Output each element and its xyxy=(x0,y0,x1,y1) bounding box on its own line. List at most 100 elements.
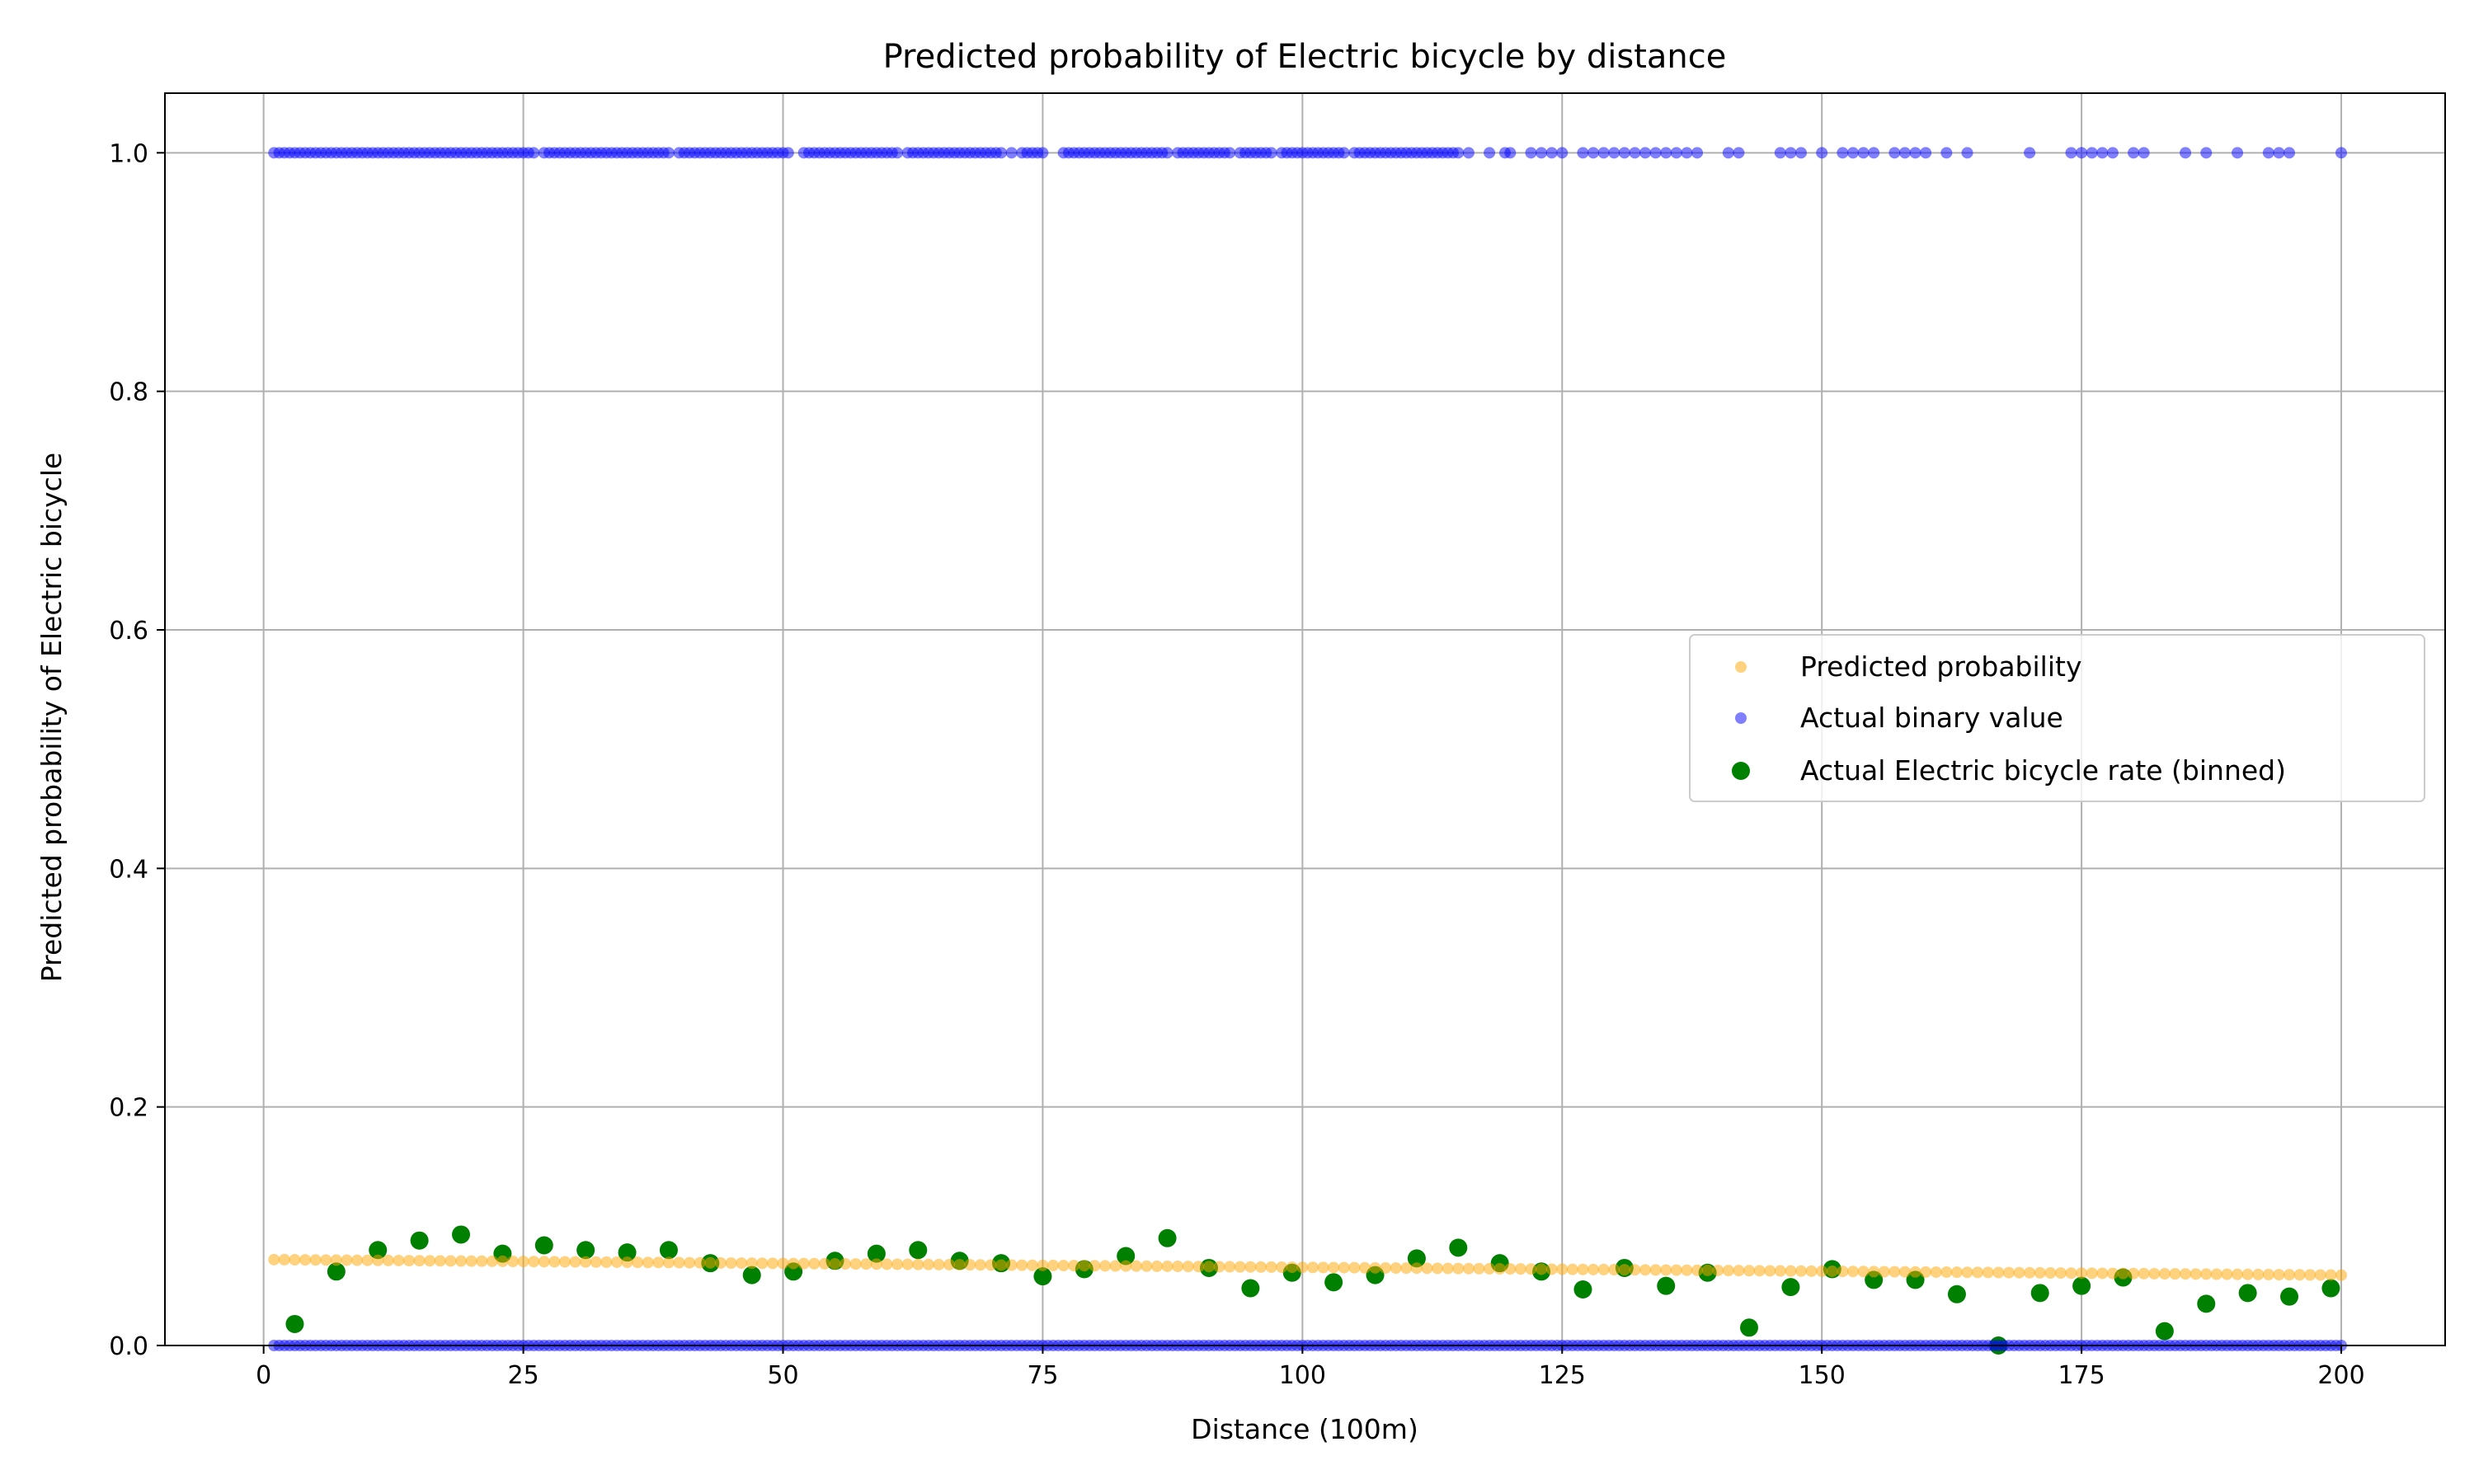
predicted-point xyxy=(1618,1264,1630,1276)
predicted-point xyxy=(1213,1261,1225,1273)
predicted-point xyxy=(1878,1266,1890,1278)
y-tick-label: 0.4 xyxy=(109,855,148,884)
y-axis-label: Predicted probability of Electric bicycl… xyxy=(35,453,68,982)
predicted-point xyxy=(2335,1269,2348,1281)
predicted-point xyxy=(1837,1266,1849,1278)
binned-rate-point xyxy=(1324,1273,1343,1292)
predicted-point xyxy=(1577,1263,1589,1275)
predicted-point xyxy=(1234,1261,1246,1273)
actual-point-one xyxy=(1504,147,1517,159)
predicted-point xyxy=(1369,1261,1381,1274)
binned-rate-point xyxy=(909,1241,928,1260)
predicted-point xyxy=(424,1255,436,1267)
predicted-point xyxy=(881,1258,893,1270)
binned-rate-point xyxy=(2155,1322,2174,1341)
predicted-point xyxy=(1909,1266,1921,1278)
binned-rate-point xyxy=(2030,1284,2049,1303)
actual-point-one xyxy=(2335,147,2348,159)
binned-rate-point xyxy=(1117,1247,1136,1266)
predicted-point xyxy=(1296,1261,1309,1274)
predicted-point xyxy=(1473,1262,1485,1275)
predicted-point xyxy=(1920,1266,1932,1278)
predicted-point xyxy=(558,1256,571,1268)
predicted-point xyxy=(1660,1264,1672,1276)
predicted-point xyxy=(1712,1264,1724,1276)
actual-point-one xyxy=(1338,147,1350,159)
predicted-point xyxy=(1649,1264,1662,1276)
predicted-point xyxy=(788,1257,800,1270)
predicted-point xyxy=(1390,1262,1402,1275)
predicted-point xyxy=(2252,1268,2265,1280)
binned-rate-point xyxy=(1241,1279,1260,1298)
predicted-point xyxy=(1462,1262,1475,1275)
actual-point-one xyxy=(1961,147,1973,159)
actual-point-one xyxy=(1681,147,1693,159)
actual-point-one xyxy=(2065,147,2077,159)
chart-title: Predicted probability of Electric bicycl… xyxy=(883,38,1727,76)
actual-point-one xyxy=(1224,147,1236,159)
predicted-point xyxy=(1057,1260,1070,1272)
predicted-point xyxy=(1348,1261,1361,1274)
predicted-point xyxy=(2128,1267,2140,1280)
binned-rate-point xyxy=(1033,1267,1052,1286)
predicted-point xyxy=(1005,1259,1018,1271)
predicted-point xyxy=(2189,1268,2202,1280)
actual-point-one xyxy=(2024,147,2036,159)
predicted-point xyxy=(1961,1266,1973,1279)
predicted-point xyxy=(496,1255,509,1267)
actual-point-one xyxy=(1161,147,1174,159)
actual-point-one xyxy=(995,147,1008,159)
predicted-point xyxy=(849,1258,862,1270)
predicted-point xyxy=(2293,1269,2306,1281)
predicted-point xyxy=(1597,1263,1610,1275)
predicted-point xyxy=(1888,1266,1901,1278)
actual-point-one xyxy=(1940,147,1953,159)
actual-point-one xyxy=(2096,147,2109,159)
actual-point-one xyxy=(1587,147,1600,159)
predicted-point xyxy=(1338,1261,1350,1274)
actual-point-one xyxy=(1691,147,1704,159)
binned-rate-point xyxy=(2280,1287,2299,1306)
predicted-point xyxy=(1857,1266,1870,1278)
legend-label-actual-binary: Actual binary value xyxy=(1800,702,2063,734)
binned-rate-point xyxy=(1657,1276,1676,1295)
actual-point-one xyxy=(1909,147,1921,159)
predicted-point xyxy=(1192,1261,1205,1273)
actual-point-one xyxy=(2086,147,2098,159)
actual-point-one xyxy=(1888,147,1901,159)
y-tick-label: 1.0 xyxy=(109,139,148,168)
binned-rate-point xyxy=(867,1244,886,1263)
predicted-point xyxy=(1442,1262,1454,1275)
predicted-point xyxy=(1701,1264,1714,1276)
predicted-point xyxy=(1421,1262,1433,1275)
predicted-point xyxy=(2210,1268,2222,1280)
x-tick-label: 50 xyxy=(767,1361,798,1390)
predicted-point xyxy=(1639,1264,1652,1276)
predicted-point xyxy=(2325,1269,2337,1281)
x-tick-label: 0 xyxy=(256,1361,271,1390)
predicted-point xyxy=(309,1254,322,1266)
predicted-point xyxy=(2106,1267,2119,1280)
predicted-point xyxy=(829,1257,841,1270)
predicted-point xyxy=(1172,1261,1184,1273)
predicted-point xyxy=(860,1258,872,1270)
actual-point-one xyxy=(1608,147,1620,159)
predicted-point xyxy=(1525,1263,1537,1275)
predicted-point xyxy=(1358,1261,1371,1274)
actual-point-one xyxy=(1462,147,1475,159)
predicted-point xyxy=(912,1258,924,1270)
predicted-point xyxy=(1286,1261,1298,1274)
actual-point-one xyxy=(1639,147,1652,159)
predicted-point xyxy=(1774,1265,1786,1277)
predicted-point xyxy=(1265,1261,1277,1273)
predicted-point xyxy=(2169,1268,2181,1280)
predicted-point xyxy=(1536,1263,1548,1275)
predicted-point xyxy=(2065,1267,2077,1280)
actual-point-one xyxy=(1005,147,1018,159)
predicted-point xyxy=(1306,1261,1319,1274)
predicted-point xyxy=(632,1256,644,1269)
predicted-point xyxy=(548,1256,561,1268)
predicted-point xyxy=(1940,1266,1953,1279)
predicted-point xyxy=(808,1257,821,1270)
predicted-point xyxy=(2024,1266,2036,1279)
